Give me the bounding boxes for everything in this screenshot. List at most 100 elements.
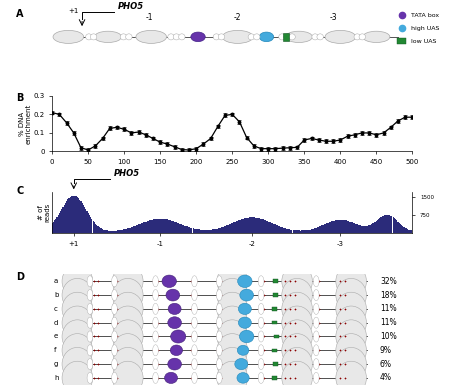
Text: PHO5: PHO5 — [118, 2, 144, 11]
Bar — [377, 220, 378, 233]
Bar — [324, 224, 325, 233]
Ellipse shape — [112, 265, 143, 298]
Bar — [308, 230, 310, 233]
Ellipse shape — [217, 289, 222, 301]
Text: A: A — [16, 9, 24, 19]
Bar — [288, 229, 289, 233]
Bar — [259, 218, 260, 233]
Ellipse shape — [62, 334, 93, 367]
Text: 4%: 4% — [380, 373, 392, 382]
Bar — [128, 228, 130, 233]
Ellipse shape — [217, 292, 247, 326]
Bar — [250, 217, 252, 233]
Ellipse shape — [282, 279, 312, 312]
Bar — [118, 230, 119, 233]
Bar — [202, 230, 203, 233]
Bar — [237, 221, 238, 233]
Ellipse shape — [336, 347, 366, 381]
Bar — [155, 219, 156, 233]
Bar — [381, 217, 382, 233]
Ellipse shape — [363, 31, 390, 42]
Bar — [109, 231, 110, 233]
Bar — [401, 225, 402, 233]
Bar — [370, 225, 371, 233]
Bar — [81, 201, 82, 233]
Ellipse shape — [313, 372, 319, 384]
Ellipse shape — [87, 303, 93, 314]
Bar — [231, 223, 232, 233]
Ellipse shape — [86, 34, 92, 40]
Ellipse shape — [282, 320, 312, 353]
Text: -1: -1 — [146, 13, 153, 23]
Ellipse shape — [191, 317, 197, 328]
Bar — [131, 227, 132, 233]
Bar — [218, 228, 219, 233]
Ellipse shape — [62, 265, 93, 298]
Bar — [191, 228, 192, 233]
Bar — [286, 229, 288, 233]
Bar — [97, 226, 99, 233]
Bar — [178, 223, 179, 233]
Bar — [224, 226, 225, 233]
Bar — [265, 220, 266, 233]
FancyBboxPatch shape — [273, 279, 278, 283]
Bar — [61, 209, 63, 233]
Bar — [107, 230, 108, 233]
Ellipse shape — [111, 289, 118, 301]
Bar — [78, 198, 79, 233]
Bar — [235, 222, 236, 233]
Bar — [276, 225, 277, 233]
FancyBboxPatch shape — [273, 363, 278, 366]
Bar — [100, 228, 101, 233]
Ellipse shape — [284, 34, 290, 40]
Text: 18%: 18% — [380, 291, 397, 300]
Bar — [325, 224, 326, 233]
Bar — [188, 227, 189, 233]
Bar — [206, 230, 207, 233]
Ellipse shape — [217, 276, 222, 287]
Ellipse shape — [222, 30, 253, 44]
Bar — [241, 219, 242, 233]
Bar — [272, 223, 273, 233]
Bar — [212, 230, 213, 233]
Bar — [201, 230, 202, 233]
Bar — [323, 225, 324, 233]
Bar — [103, 230, 105, 233]
FancyBboxPatch shape — [273, 293, 278, 297]
Bar — [94, 222, 95, 233]
Ellipse shape — [217, 347, 247, 381]
Text: d: d — [54, 320, 58, 326]
Bar — [76, 196, 77, 233]
Ellipse shape — [168, 303, 181, 314]
Bar — [394, 218, 395, 233]
Bar — [108, 231, 109, 233]
Text: g: g — [54, 361, 58, 367]
Bar — [407, 229, 408, 233]
Ellipse shape — [62, 306, 93, 339]
Ellipse shape — [279, 34, 285, 40]
Ellipse shape — [168, 358, 182, 370]
Ellipse shape — [112, 306, 143, 339]
Ellipse shape — [235, 359, 248, 370]
Bar — [402, 226, 403, 233]
Ellipse shape — [238, 317, 251, 328]
Bar — [77, 197, 78, 233]
Ellipse shape — [217, 334, 247, 367]
Bar — [238, 220, 239, 233]
Bar — [295, 230, 296, 233]
Bar — [197, 229, 199, 233]
Bar — [74, 196, 76, 233]
Bar — [138, 224, 139, 233]
Bar — [71, 196, 72, 233]
Bar — [167, 219, 168, 233]
Bar — [254, 217, 255, 233]
Bar — [399, 223, 400, 233]
Ellipse shape — [248, 34, 255, 40]
Bar — [213, 229, 214, 233]
Bar — [56, 217, 57, 233]
Bar — [361, 226, 363, 233]
Ellipse shape — [111, 317, 118, 328]
Ellipse shape — [87, 331, 93, 342]
Ellipse shape — [171, 330, 186, 343]
Bar — [121, 230, 123, 233]
